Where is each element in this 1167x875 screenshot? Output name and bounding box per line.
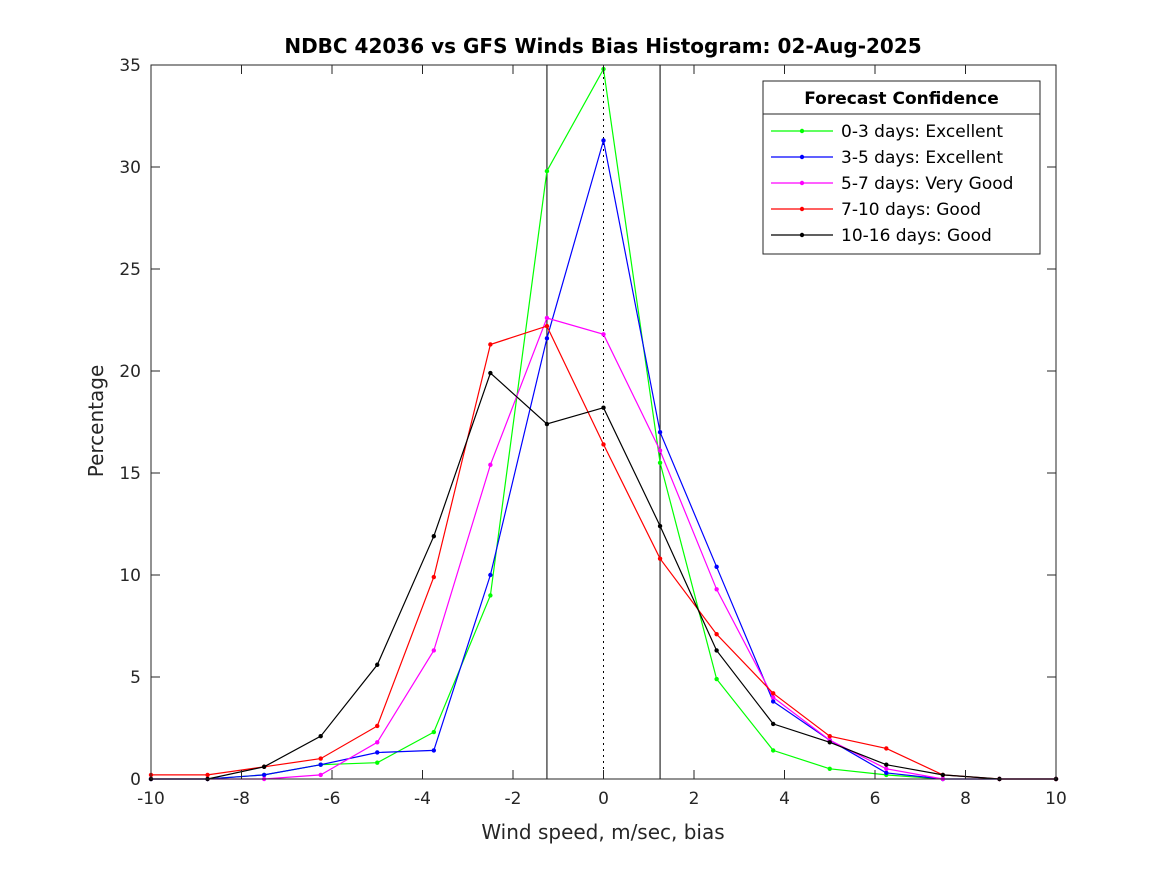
data-point [714,648,719,653]
y-axis-label: Percentage [84,365,108,478]
series-layer [148,66,1059,782]
data-point [375,662,380,667]
data-point [884,746,889,751]
legend-swatch-marker [799,180,805,186]
legend-label: 5-7 days: Very Good [841,174,1013,194]
data-point [318,772,323,778]
series-5 [148,370,1059,782]
y-tick-label: 25 [119,260,141,280]
y-tick-label: 15 [119,464,141,484]
data-point [544,323,550,329]
y-tick-label: 0 [130,770,141,790]
data-point [714,564,719,570]
data-point [770,721,776,727]
y-tick-label: 20 [119,362,141,382]
legend: Forecast Confidence 0-3 days: Excellent 3-… [762,80,1041,255]
data-point [657,460,663,465]
legend-title: Forecast Confidence [804,89,999,109]
x-tick-label: -2 [505,789,522,809]
data-point [884,766,889,771]
data-point [375,750,380,755]
x-tick-label: -10 [137,789,165,809]
data-point [488,572,493,578]
legend-entry: 7-10 days: Good [771,200,981,220]
legend-swatch-marker [799,154,805,160]
data-point [601,332,606,337]
data-point [431,534,437,539]
data-point [657,430,663,435]
data-point [601,405,606,410]
x-axis-label: Wind speed, m/sec, bias [481,820,724,844]
y-tick-label: 35 [119,56,141,76]
legend-box [762,80,1041,255]
data-point [601,442,606,447]
y-tick-label: 10 [119,566,141,586]
x-tick-label: -6 [324,789,341,809]
data-point [488,370,493,376]
data-point [544,168,550,174]
legend-entry: 3-5 days: Excellent [771,148,1003,168]
legend-swatch-marker [799,232,805,238]
x-tick-label: 2 [689,789,700,809]
data-point [318,762,323,767]
data-point [318,756,323,761]
data-point [488,462,493,468]
data-point [261,764,267,769]
data-point [770,748,776,753]
data-point [714,631,719,637]
legend-label: 0-3 days: Excellent [841,122,1003,142]
data-point [657,556,663,561]
x-tick-label: -4 [414,789,431,809]
legend-entry: 10-16 days: Good [771,226,992,246]
x-tick-label: 0 [598,789,609,809]
data-point [431,748,437,753]
data-point [827,733,832,739]
data-point [431,729,437,735]
x-tick-label: 8 [960,789,971,809]
data-point [544,421,550,427]
data-point [770,699,776,704]
data-point [714,676,719,682]
data-point [318,733,323,739]
data-point [544,336,550,341]
data-point [205,772,210,778]
x-tick-label: 6 [870,789,881,809]
data-point [601,138,606,143]
data-point [375,760,380,765]
data-point [884,770,889,776]
series-3 [148,315,1059,782]
data-point [940,772,946,778]
data-point [544,315,550,321]
legend-label: 3-5 days: Excellent [841,148,1003,168]
y-tick-label: 30 [119,158,141,178]
chart-title: NDBC 42036 vs GFS Winds Bias Histogram: … [284,34,921,58]
x-tick-label: -8 [233,789,250,809]
legend-entry: 0-3 days: Excellent [771,122,1003,142]
data-point [827,766,832,771]
legend-label: 10-16 days: Good [841,226,992,246]
data-point [375,723,380,729]
x-tick-label: 4 [779,789,790,809]
legend-entry: 5-7 days: Very Good [771,174,1013,194]
data-point [770,691,776,696]
data-point [827,740,832,745]
data-point [657,523,663,529]
data-point [714,587,719,592]
data-point [657,448,663,453]
data-point [770,695,776,700]
axes: -10 -8 -6 -4 -2 0 2 4 6 8 10 0 5 10 15 20 25 30 35 [119,56,1066,809]
data-point [431,574,437,580]
legend-label: 7-10 days: Good [841,200,981,220]
data-point [431,648,437,653]
data-point [884,762,889,767]
data-point [488,342,493,347]
data-point [375,740,380,745]
x-tick-label: 10 [1045,789,1067,809]
legend-swatch-marker [799,206,805,212]
data-point [488,593,493,598]
y-tick-label: 5 [130,668,141,688]
data-point [261,772,267,778]
legend-swatch-marker [799,128,805,134]
